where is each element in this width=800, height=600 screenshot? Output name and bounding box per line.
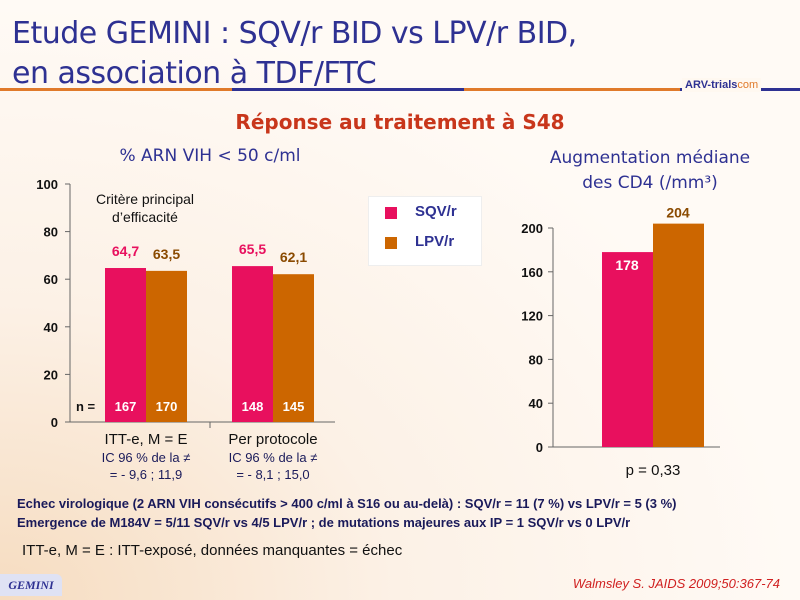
arv-trials-logo: ARV-trialscom xyxy=(682,78,762,92)
bar-value-label: 65,5 xyxy=(239,241,266,257)
p-value: p = 0,33 xyxy=(626,462,681,479)
legend-swatch-sqv xyxy=(385,207,397,219)
primary-endpoint-note: Critère principal xyxy=(96,191,194,207)
right-y-tick-label: 0 xyxy=(536,440,543,455)
footnote-2: Emergence de M184V = 5/11 SQV/r vs 4/5 L… xyxy=(17,515,631,530)
left-y-tick-label: 80 xyxy=(44,225,58,240)
footnote-1: Echec virologique (2 ARN VIH consécutifs… xyxy=(17,496,677,511)
n-label: n = xyxy=(76,399,96,414)
right-y-tick-label: 80 xyxy=(529,352,543,367)
title-line-1: Etude GEMINI : SQV/r BID vs LPV/r BID, xyxy=(12,16,577,51)
bar-value-label: 62,1 xyxy=(280,249,307,265)
primary-endpoint-note-2: d’efficacité xyxy=(112,209,178,225)
bar-value-label: 64,7 xyxy=(112,243,139,259)
slide-title: Etude GEMINI : SQV/r BID vs LPV/r BID, e… xyxy=(12,14,577,94)
ci-label: IC 96 % de la ≠ xyxy=(102,450,191,465)
cd4-value-label: 204 xyxy=(666,205,690,221)
bar-n-label: 167 xyxy=(115,399,137,414)
bar-lpvr-0 xyxy=(146,270,187,422)
bar-lpvr-1 xyxy=(273,274,314,422)
legend-label-lpv: LPV/r xyxy=(415,233,455,250)
study-badge: GEMINI xyxy=(0,574,62,596)
category-label: Per protocole xyxy=(228,431,317,448)
legend-swatch-lpv xyxy=(385,237,397,249)
left-y-tick-label: 20 xyxy=(44,367,58,382)
left-chart-title: % ARN VIH < 50 c/ml xyxy=(119,146,301,166)
right-y-tick-label: 200 xyxy=(521,221,543,236)
legend: SQV/r LPV/r xyxy=(368,196,482,266)
bar-sqvr-0 xyxy=(105,268,146,422)
title-line-2: en association à TDF/FTC xyxy=(12,56,377,91)
bar-n-label: 170 xyxy=(156,399,178,414)
ci-label: IC 96 % de la ≠ xyxy=(229,450,318,465)
cd4-value-label: 178 xyxy=(615,257,639,273)
left-y-tick-label: 0 xyxy=(51,415,58,430)
right-y-tick-label: 120 xyxy=(521,309,543,324)
legend-label-sqv: SQV/r xyxy=(415,203,457,220)
right-y-tick-label: 40 xyxy=(529,396,543,411)
left-y-tick-label: 100 xyxy=(36,177,58,192)
cd4-bar-lpvr xyxy=(653,223,704,447)
bar-sqvr-1 xyxy=(232,266,273,422)
section-subtitle: Réponse au traitement à S48 xyxy=(235,110,565,134)
bar-value-label: 63,5 xyxy=(153,246,180,262)
right-y-tick-label: 160 xyxy=(521,265,543,280)
bar-n-label: 145 xyxy=(283,399,305,414)
ci-value: = - 8,1 ; 15,0 xyxy=(236,467,309,482)
ci-value: = - 9,6 ; 11,9 xyxy=(110,467,182,482)
right-chart-title-2: des CD4 (/mm³) xyxy=(582,173,718,193)
cd4-bar-sqvr xyxy=(602,252,653,447)
bar-n-label: 148 xyxy=(242,399,264,414)
right-chart-title: Augmentation médiane des CD4 (/mm³) xyxy=(530,146,770,196)
category-label: ITT-e, M = E xyxy=(105,431,188,448)
title-divider xyxy=(0,88,800,91)
definition-note: ITT-e, M = E : ITT-exposé, données manqu… xyxy=(22,542,403,559)
reference: Walmsley S. JAIDS 2009;50:367-74 xyxy=(572,576,780,591)
left-y-tick-label: 40 xyxy=(44,320,58,335)
left-y-tick-label: 60 xyxy=(44,272,58,287)
right-chart-title-1: Augmentation médiane xyxy=(549,148,751,168)
